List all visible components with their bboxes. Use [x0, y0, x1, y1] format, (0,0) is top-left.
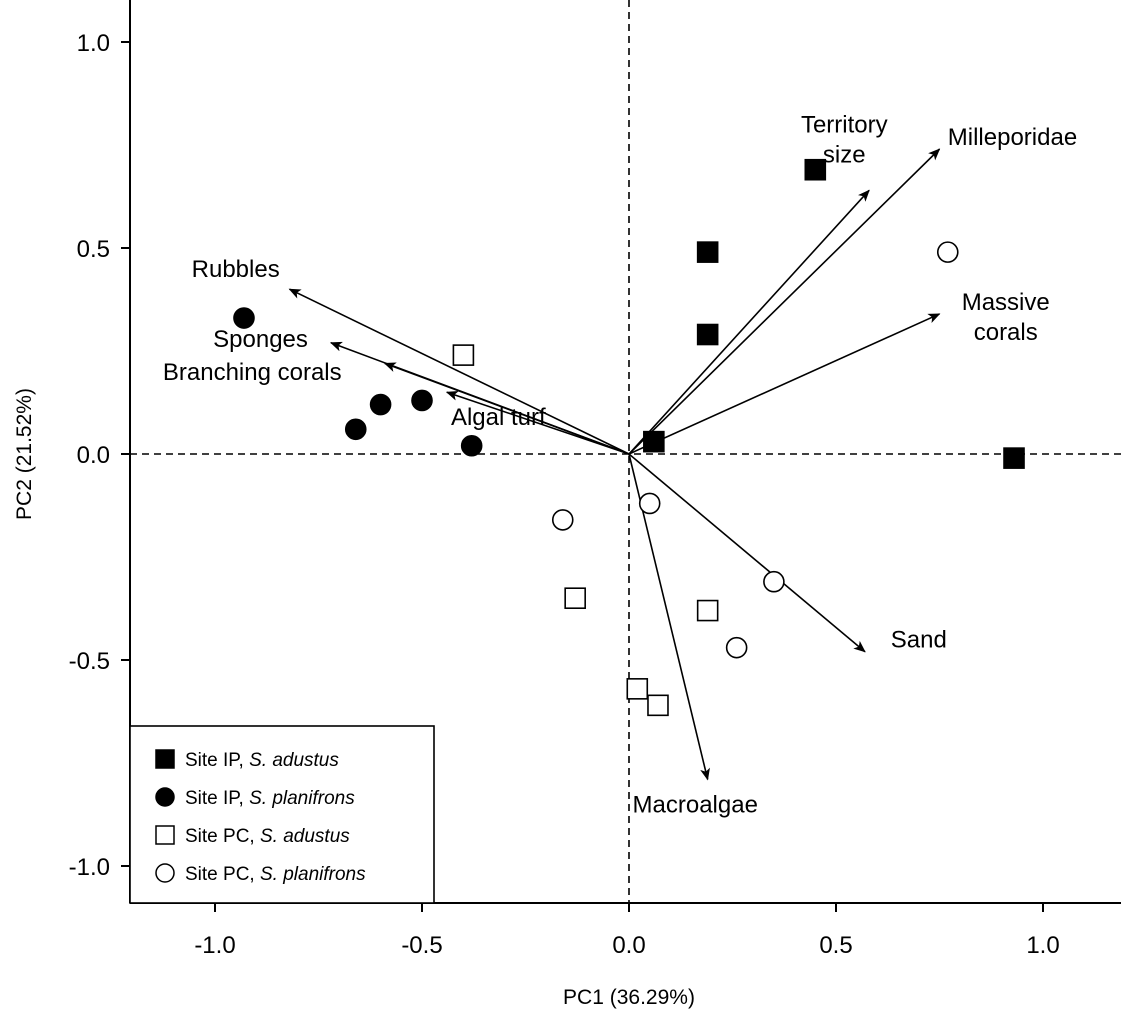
y-tick-label: 0.5	[77, 236, 110, 263]
legend-label-4: Site PC, S. planifrons	[185, 864, 366, 885]
point-series-4	[638, 492, 661, 515]
vector-branching-corals	[383, 362, 630, 455]
point-series-4	[725, 636, 748, 659]
vector-massive-corals	[628, 313, 941, 455]
legend-label-1: Site IP, S. adustus	[185, 750, 339, 771]
point-series-1	[643, 430, 665, 453]
vector-algal-turf	[445, 390, 630, 455]
y-tick-label: -1.0	[69, 854, 110, 881]
point-series-1	[804, 158, 827, 181]
point-series-2	[233, 307, 255, 329]
point-series-2	[411, 389, 433, 412]
legend-box	[129, 725, 435, 904]
x-tick-label: -0.5	[401, 932, 442, 959]
y-tick-label: -0.5	[69, 648, 110, 675]
vector-label-sand: Sand	[891, 627, 947, 654]
legend-marker-3	[155, 825, 175, 845]
axes: -1.0 -0.5 0.0 0.5 1.0 -1.0 -0.5 0.0 0.5 1.0 PC1 (3…	[13, 0, 1121, 1009]
point-series-4	[551, 509, 574, 531]
vector-label-algal-turf: Algal turf	[451, 404, 546, 431]
point-series-3	[626, 678, 649, 700]
vector-territory-size	[628, 189, 870, 455]
point-series-1	[1003, 447, 1025, 469]
legend-label-3: Site PC, S. adustus	[185, 826, 350, 847]
x-tick-label: 0.5	[819, 932, 852, 959]
point-series-4	[936, 241, 959, 263]
x-tick-label: 0.0	[612, 932, 645, 959]
vector-label-branching-corals: Branching corals	[163, 359, 342, 386]
y-axis-title: PC2 (21.52%)	[13, 388, 36, 520]
legend: Site IP, S. adustus Site IP, S. planifron…	[129, 725, 435, 904]
point-series-1	[696, 323, 719, 346]
vector-label-massive-corals: Massive corals	[962, 289, 1050, 346]
legend-marker-4	[155, 863, 175, 883]
vector-milleporidae	[628, 148, 941, 455]
data-points	[233, 158, 1025, 717]
vector-label-territory-size: Territory size	[801, 112, 888, 169]
y-tick-label: 1.0	[77, 30, 110, 57]
loading-vectors: Rubbles Sponges Branching corals Algal turf…	[163, 112, 1077, 819]
legend-marker-2	[155, 787, 175, 807]
point-series-1	[696, 241, 719, 263]
vector-label-macroalgae: Macroalgae	[633, 791, 758, 818]
legend-label-2: Site IP, S. planifrons	[185, 788, 355, 809]
y-tick-label: 0.0	[77, 442, 110, 469]
point-series-3	[696, 599, 719, 622]
x-tick-label: -1.0	[194, 932, 235, 959]
legend-marker-1	[155, 749, 175, 769]
x-tick-label: 1.0	[1026, 932, 1059, 959]
vector-label-rubbles: Rubbles	[192, 256, 280, 283]
vector-rubbles	[288, 288, 630, 455]
vector-sand	[628, 453, 866, 653]
point-series-2	[460, 434, 483, 457]
vector-label-milleporidae: Milleporidae	[948, 124, 1077, 151]
vector-label-sponges: Sponges	[213, 326, 308, 353]
point-series-3	[647, 694, 669, 717]
x-axis-title: PC1 (36.29%)	[563, 986, 695, 1009]
point-series-2	[344, 418, 367, 441]
point-series-2	[369, 393, 392, 416]
point-series-3	[564, 587, 586, 610]
point-series-3	[452, 344, 475, 366]
point-series-4	[763, 570, 785, 593]
